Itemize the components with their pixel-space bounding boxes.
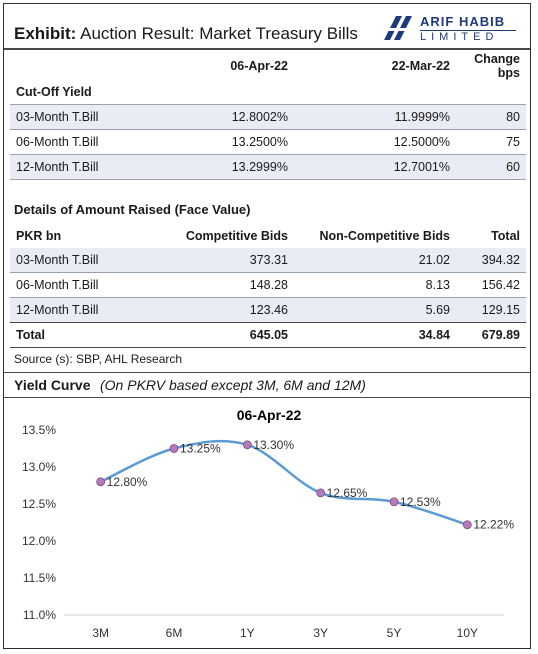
table-row: 06-Month T.Bill 148.28 8.13 156.42	[10, 272, 526, 298]
cell-value: 13.2500%	[182, 129, 294, 155]
cell-value: 129.15	[456, 297, 526, 323]
col-date-current: 06-Apr-22	[230, 59, 288, 73]
logo-mark-icon	[382, 16, 416, 40]
col-unit: PKR bn	[16, 229, 62, 243]
row-label: 12-Month T.Bill	[10, 154, 182, 180]
data-label: 12.22%	[473, 518, 514, 532]
row-label: 03-Month T.Bill	[10, 104, 182, 130]
x-tick-label: 1Y	[240, 626, 255, 640]
company-logo: ARIF HABIB LIMITED	[382, 14, 522, 44]
y-tick-label: 11.0%	[23, 608, 56, 622]
x-tick-label: 3M	[92, 626, 109, 640]
data-point	[96, 477, 106, 487]
exhibit-title-text: Auction Result: Market Treasury Bills	[80, 24, 358, 43]
chart-title: 06-Apr-22	[237, 407, 302, 423]
yield-curve-subheading: (On PKRV based except 3M, 6M and 12M)	[100, 377, 366, 393]
col-change: Change bps	[474, 52, 520, 80]
row-label: 12-Month T.Bill	[10, 297, 142, 323]
cell-value: 12.7001%	[294, 154, 456, 180]
table-row: 12-Month T.Bill 13.2999% 12.7001% 60	[10, 154, 526, 180]
source-note: Source (s): SBP, AHL Research	[14, 352, 183, 366]
data-point	[389, 497, 399, 507]
table-row: 03-Month T.Bill 373.31 21.02 394.32	[10, 248, 526, 273]
y-tick-label: 13.0%	[22, 460, 56, 474]
y-tick-label: 11.5%	[23, 571, 56, 585]
x-tick-label: 5Y	[387, 626, 402, 640]
row-label: 06-Month T.Bill	[10, 129, 182, 155]
logo-line2: LIMITED	[420, 30, 516, 43]
table-row: 12-Month T.Bill 123.46 5.69 129.15	[10, 297, 526, 323]
cell-value: 679.89	[456, 322, 526, 348]
row-label: 03-Month T.Bill	[10, 248, 142, 273]
y-tick-label: 12.0%	[22, 534, 56, 548]
yield-curve-header: Yield Curve (On PKRV based except 3M, 6M…	[4, 372, 530, 398]
table-row: 03-Month T.Bill 12.8002% 11.9999% 80	[10, 104, 526, 130]
cell-value: 12.5000%	[294, 129, 456, 155]
table-row: 06-Month T.Bill 13.2500% 12.5000% 75	[10, 129, 526, 155]
data-label: 13.25%	[180, 442, 221, 456]
amount-raised-table: PKR bn Competitive Bids Non-Competitive …	[10, 224, 526, 348]
data-label: 12.53%	[400, 495, 441, 509]
col-date-previous: 22-Mar-22	[391, 59, 450, 73]
x-tick-label: 6M	[166, 626, 183, 640]
data-label: 12.80%	[107, 475, 148, 489]
cell-value: 80	[456, 104, 526, 130]
cell-value: 645.05	[142, 322, 294, 348]
col-total: Total	[491, 229, 520, 243]
col-competitive: Competitive Bids	[185, 229, 288, 243]
logo-line1: ARIF HABIB	[420, 14, 506, 29]
y-tick-label: 12.5%	[22, 497, 56, 511]
cell-value: 13.2999%	[182, 154, 294, 180]
cell-value: 394.32	[456, 248, 526, 273]
cell-value: 60	[456, 154, 526, 180]
cell-value: 148.28	[142, 272, 294, 298]
row-label: Total	[10, 322, 142, 348]
cell-value: 75	[456, 129, 526, 155]
yield-curve-heading: Yield Curve	[14, 377, 91, 393]
y-tick-label: 13.5%	[22, 423, 56, 437]
raised-heading: Details of Amount Raised (Face Value)	[14, 202, 251, 217]
data-point	[316, 488, 326, 498]
yield-curve-line	[100, 439, 468, 526]
cutoff-yield-table: 06-Apr-22 22-Mar-22 Change bps Cut-Off Y…	[10, 52, 526, 180]
cell-value: 5.69	[294, 297, 456, 323]
cell-value: 21.02	[294, 248, 456, 273]
data-point	[462, 520, 472, 530]
cell-value: 11.9999%	[294, 104, 456, 130]
exhibit-header: Exhibit: Auction Result: Market Treasury…	[4, 4, 530, 50]
cell-value: 123.46	[142, 297, 294, 323]
yield-curve-chart: 06-Apr-22 11.0% 11.5% 12.0% 12.5% 13.0% 13.5%…	[22, 407, 514, 640]
data-label: 13.30%	[253, 438, 294, 452]
cell-value: 373.31	[142, 248, 294, 273]
cell-value: 156.42	[456, 272, 526, 298]
exhibit-prefix: Exhibit:	[14, 24, 77, 43]
data-point	[169, 444, 179, 453]
exhibit-title: Exhibit: Auction Result: Market Treasury…	[14, 24, 358, 44]
cutoff-heading: Cut-Off Yield	[10, 80, 182, 105]
col-noncompetitive: Non-Competitive Bids	[319, 229, 450, 243]
exhibit-panel: Exhibit: Auction Result: Market Treasury…	[3, 3, 531, 649]
cell-value: 8.13	[294, 272, 456, 298]
cell-value: 12.8002%	[182, 104, 294, 130]
plot-area: 11.0% 11.5% 12.0% 12.5% 13.0% 13.5% 3M 6M 1Y 3Y 5Y…	[22, 423, 514, 640]
x-tick-label: 10Y	[457, 626, 478, 640]
cell-value: 34.84	[294, 322, 456, 348]
x-tick-label: 3Y	[313, 626, 328, 640]
total-row: Total 645.05 34.84 679.89	[10, 322, 526, 348]
data-point	[242, 440, 252, 450]
data-label: 12.65%	[327, 486, 368, 500]
row-label: 06-Month T.Bill	[10, 272, 142, 298]
